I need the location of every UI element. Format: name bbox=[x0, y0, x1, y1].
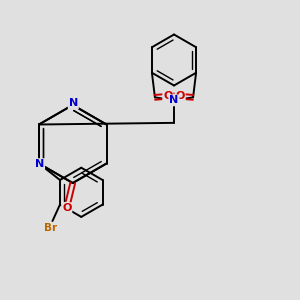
Text: O: O bbox=[163, 91, 172, 101]
Text: N: N bbox=[35, 159, 44, 169]
Text: O: O bbox=[176, 91, 185, 101]
Text: Br: Br bbox=[44, 223, 58, 233]
Text: N: N bbox=[69, 98, 78, 109]
Text: N: N bbox=[169, 95, 178, 105]
Text: O: O bbox=[62, 203, 71, 213]
